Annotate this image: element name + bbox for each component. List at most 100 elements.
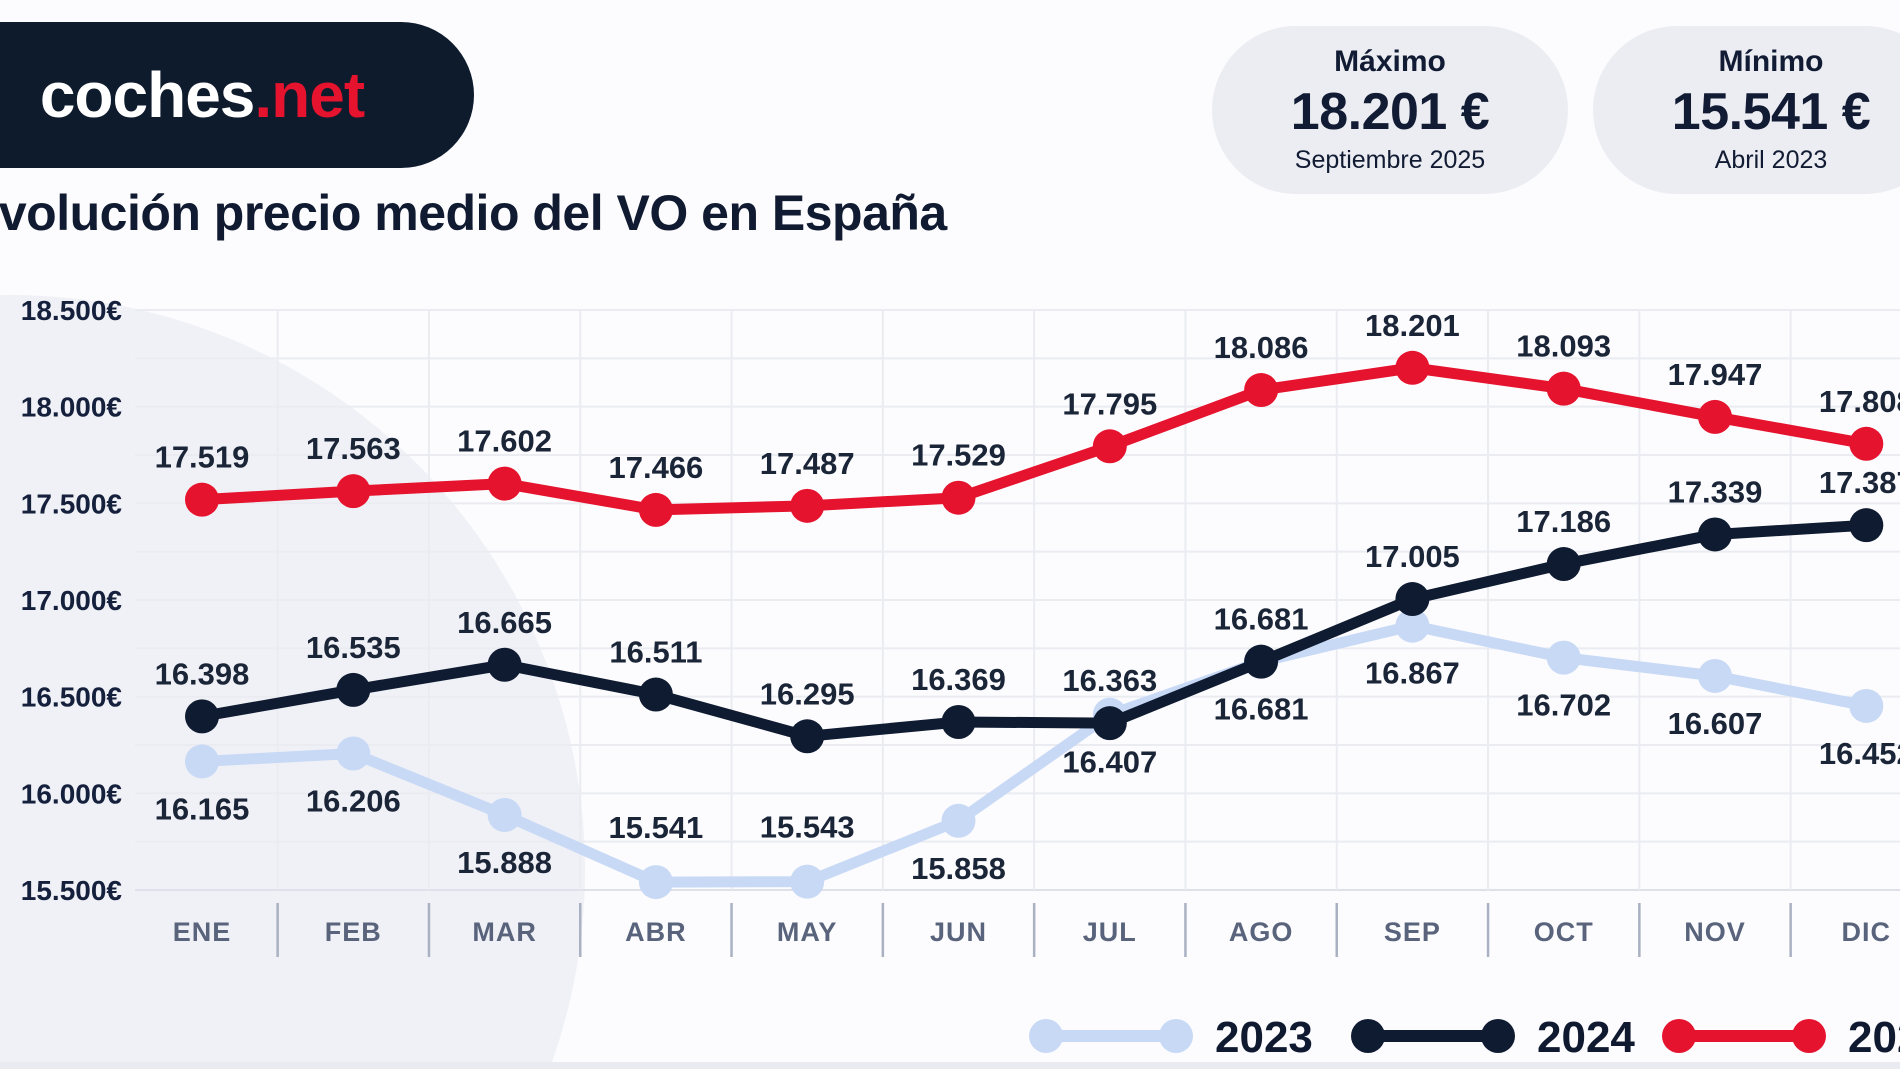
data-point-2025-ene bbox=[185, 482, 219, 517]
data-point-2024-jul bbox=[1092, 706, 1127, 741]
legend-marker-dot-2023 bbox=[1029, 1019, 1063, 1053]
y-axis-label: 17.000€ bbox=[21, 585, 123, 616]
data-point-2023-oct bbox=[1546, 640, 1581, 675]
data-label-2023-oct: 16.702 bbox=[1516, 688, 1611, 723]
data-label-2025-dic: 17.808 bbox=[1819, 384, 1900, 419]
data-label-2023-mar: 15.888 bbox=[457, 845, 552, 880]
data-label-2024-dic: 17.387 bbox=[1819, 465, 1900, 500]
data-point-2023-feb bbox=[336, 736, 371, 771]
series-line-2023 bbox=[196, 620, 1872, 888]
data-label-2023-ago: 16.681 bbox=[1214, 692, 1309, 727]
data-point-2025-ago bbox=[1244, 373, 1279, 408]
data-point-2023-sep bbox=[1395, 608, 1430, 643]
data-label-2025-abr: 17.466 bbox=[608, 450, 703, 485]
data-point-2024-oct bbox=[1546, 547, 1581, 582]
data-point-2023-dic bbox=[1849, 688, 1884, 723]
logo-text: coches.net bbox=[39, 58, 365, 132]
data-label-2025-sep: 18.201 bbox=[1365, 308, 1460, 343]
x-axis-label-may: MAY bbox=[777, 917, 838, 947]
series-line-2025 bbox=[196, 362, 1872, 516]
x-axis-label-ago: AGO bbox=[1229, 917, 1294, 947]
data-point-2024-mar bbox=[487, 647, 522, 682]
legend-marker-dot-2025 bbox=[1662, 1019, 1696, 1053]
data-label-2023-dic: 16.452 bbox=[1819, 736, 1900, 771]
data-label-2025-feb: 17.563 bbox=[306, 431, 401, 466]
data-point-2024-jun bbox=[941, 704, 976, 739]
data-label-2025-jul: 17.795 bbox=[1062, 386, 1157, 421]
x-axis-label-jul: JUL bbox=[1083, 917, 1137, 947]
bottom-edge-strip bbox=[0, 1062, 1900, 1069]
x-axis-label-sep: SEP bbox=[1384, 917, 1441, 947]
logo-text-net: .net bbox=[254, 59, 365, 131]
data-point-2023-abr bbox=[638, 865, 673, 900]
data-label-2024-may: 16.295 bbox=[760, 676, 855, 711]
chart-title: Evolución precio medio del VO en España bbox=[0, 185, 947, 241]
data-label-2024-ene: 16.398 bbox=[155, 656, 250, 691]
y-axis-label: 16.500€ bbox=[21, 682, 123, 713]
legend-marker-dot-2024 bbox=[1351, 1019, 1385, 1053]
data-label-2025-ene: 17.519 bbox=[155, 440, 250, 475]
data-point-2025-feb bbox=[336, 474, 371, 509]
x-axis-label-dic: DIC bbox=[1842, 917, 1892, 947]
data-point-2025-dic bbox=[1849, 426, 1884, 461]
legend-label-2023: 2023 bbox=[1215, 1013, 1313, 1062]
data-label-2025-may: 17.487 bbox=[760, 446, 855, 481]
data-label-2023-feb: 16.206 bbox=[306, 784, 401, 819]
data-point-2024-ene bbox=[185, 699, 219, 734]
badge-maximo-label: Máximo bbox=[1334, 45, 1446, 79]
data-point-2025-abr bbox=[638, 492, 673, 527]
data-label-2025-mar: 17.602 bbox=[457, 424, 552, 459]
data-label-2024-feb: 16.535 bbox=[306, 630, 401, 665]
x-axis-label-abr: ABR bbox=[625, 917, 687, 947]
x-axis-label-ene: ENE bbox=[173, 917, 232, 947]
legend-label-2025: 2025 bbox=[1848, 1013, 1900, 1062]
data-point-2024-abr bbox=[638, 677, 673, 712]
y-axis-label: 15.500€ bbox=[21, 875, 123, 906]
data-point-2025-nov bbox=[1698, 399, 1732, 434]
x-axis-label-jun: JUN bbox=[930, 917, 987, 947]
data-label-2025-jun: 17.529 bbox=[911, 438, 1006, 473]
data-label-2023-may: 15.543 bbox=[760, 810, 855, 845]
data-point-2024-may bbox=[790, 719, 825, 754]
badge-minimo: Mínimo 15.541 € Abril 2023 bbox=[1593, 26, 1900, 194]
data-label-2024-ago: 16.681 bbox=[1214, 602, 1309, 637]
data-point-2025-jun bbox=[941, 480, 976, 515]
data-label-2024-jun: 16.369 bbox=[911, 662, 1006, 697]
data-point-2025-may bbox=[790, 488, 825, 523]
data-point-2024-sep bbox=[1395, 582, 1430, 617]
data-point-2025-jul bbox=[1092, 429, 1127, 464]
series-line-2024 bbox=[196, 519, 1872, 742]
data-point-2024-feb bbox=[336, 672, 371, 707]
logo-text-main: coches bbox=[39, 59, 256, 131]
badge-minimo-sublabel: Abril 2023 bbox=[1714, 145, 1828, 174]
data-point-2024-nov bbox=[1698, 517, 1732, 552]
legend-label-2024: 2024 bbox=[1537, 1013, 1635, 1062]
legend-marker-dot-2024 bbox=[1481, 1019, 1515, 1053]
data-label-2024-abr: 16.511 bbox=[609, 635, 702, 670]
x-axis-label-oct: OCT bbox=[1534, 917, 1594, 947]
data-point-2024-dic bbox=[1849, 508, 1884, 543]
y-axis-label: 18.500€ bbox=[21, 295, 123, 326]
x-axis-label-feb: FEB bbox=[325, 917, 382, 947]
x-axis-label-mar: MAR bbox=[472, 917, 537, 947]
data-label-2025-oct: 18.093 bbox=[1516, 329, 1611, 364]
coches-net-logo: coches.net bbox=[0, 22, 474, 168]
data-point-2025-oct bbox=[1546, 371, 1581, 406]
data-label-2024-mar: 16.665 bbox=[457, 605, 552, 640]
y-axis-label: 18.000€ bbox=[21, 392, 123, 423]
legend-marker-dot-2025 bbox=[1792, 1019, 1826, 1053]
data-point-2023-ene bbox=[185, 744, 219, 779]
badge-maximo-sublabel: Septiembre 2025 bbox=[1294, 145, 1486, 174]
data-label-2023-nov: 16.607 bbox=[1668, 706, 1763, 741]
data-label-2023-abr: 15.541 bbox=[608, 810, 703, 845]
data-point-2023-jun bbox=[941, 803, 976, 838]
legend-marker-dot-2023 bbox=[1159, 1019, 1193, 1053]
data-label-2024-nov: 17.339 bbox=[1668, 474, 1763, 509]
data-label-2024-jul: 16.363 bbox=[1062, 663, 1157, 698]
data-point-2025-sep bbox=[1395, 350, 1430, 385]
x-axis-label-nov: NOV bbox=[1684, 917, 1746, 947]
data-point-2024-ago bbox=[1244, 644, 1279, 679]
data-point-2023-may bbox=[790, 864, 825, 899]
data-label-2023-jul: 16.407 bbox=[1062, 745, 1157, 780]
